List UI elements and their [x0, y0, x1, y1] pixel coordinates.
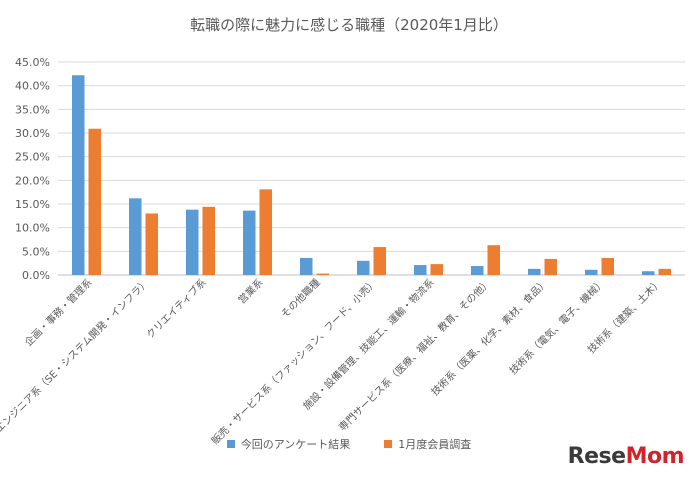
y-tick-label: 15.0% — [15, 198, 50, 211]
y-tick-label: 0.0% — [22, 269, 50, 282]
bar-series-2 — [544, 258, 557, 275]
x-tick-label: 営業系 — [235, 276, 265, 306]
y-tick-label: 10.0% — [15, 222, 50, 235]
bar-series-1 — [300, 257, 313, 275]
bar-series-1 — [585, 269, 598, 275]
logo-text-main: Rese — [567, 444, 626, 469]
legend-label-series-2: 1月度会員調査 — [398, 438, 472, 451]
bar-series-2 — [373, 247, 386, 275]
bar-series-2 — [259, 189, 272, 275]
bar-series-2 — [316, 273, 329, 275]
bar-series-1 — [471, 266, 484, 275]
bar-series-1 — [72, 75, 85, 276]
bar-series-1 — [129, 198, 142, 275]
bar-series-2 — [430, 264, 443, 275]
bar-series-1 — [642, 271, 655, 275]
resemom-logo: ReseMom — [567, 444, 685, 469]
y-tick-label: 45.0% — [15, 56, 50, 69]
bar-series-1 — [243, 210, 256, 275]
chart-title: 転職の際に魅力に感じる職種（2020年1月比） — [190, 16, 508, 34]
bar-series-1 — [357, 260, 370, 275]
legend-item-series-2: 1月度会員調査 — [384, 436, 471, 452]
bar-series-2 — [487, 245, 500, 275]
chart-legend: 今回のアンケート結果 1月度会員調査 — [0, 436, 698, 452]
bar-series-2 — [202, 206, 215, 275]
bar-series-2 — [88, 128, 101, 275]
legend-label-series-1: 今回のアンケート結果 — [240, 438, 351, 451]
x-tick-label: 技術系（電気、電子、機械） — [507, 276, 608, 377]
y-tick-label: 20.0% — [15, 174, 50, 187]
bar-series-1 — [414, 265, 427, 275]
x-tick-label: 技術系（医薬、化学、素材、食品） — [428, 276, 550, 398]
y-tick-label: 5.0% — [22, 245, 50, 258]
bar-series-1 — [186, 209, 199, 275]
legend-swatch-series-1 — [226, 440, 235, 448]
bar-series-2 — [601, 257, 614, 275]
logo-text-accent: Mom — [625, 444, 685, 469]
y-tick-label: 35.0% — [15, 103, 50, 116]
x-tick-label: その他職種 — [278, 276, 323, 321]
y-tick-label: 25.0% — [15, 151, 50, 164]
legend-item-series-1: 今回のアンケート結果 — [226, 436, 351, 452]
legend-swatch-series-2 — [384, 440, 393, 448]
bar-series-1 — [528, 268, 541, 275]
x-tick-label: クリエイティブ系 — [143, 276, 208, 341]
x-tick-label: 施設・設備管理、技能工、運輸・物流系 — [300, 276, 436, 412]
bar-series-2 — [145, 213, 158, 275]
y-tick-label: 40.0% — [15, 80, 50, 93]
y-tick-label: 30.0% — [15, 127, 50, 140]
bar-series-2 — [658, 268, 671, 275]
